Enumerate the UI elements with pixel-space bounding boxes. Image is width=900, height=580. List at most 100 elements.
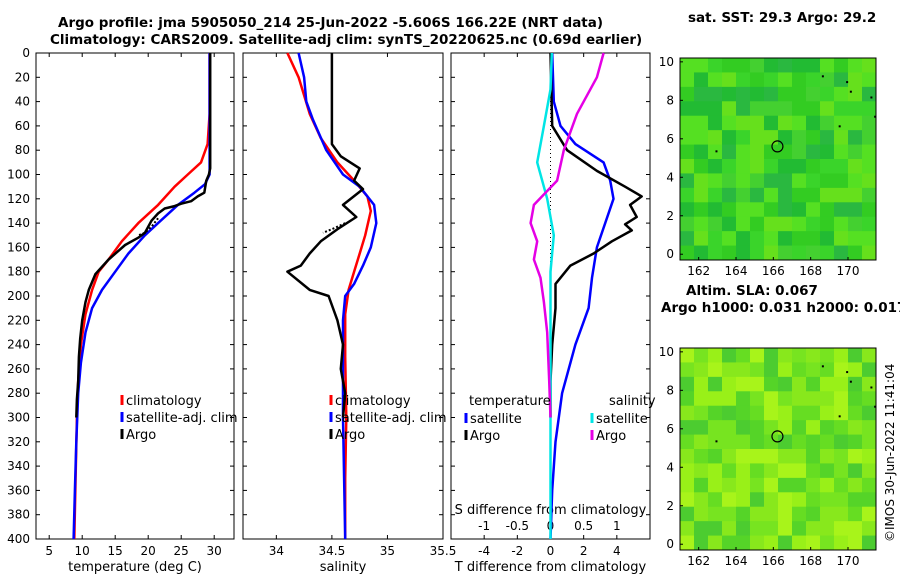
map-cell — [722, 391, 737, 407]
map-y-tick-label: 6 — [666, 132, 674, 146]
map-cell — [736, 86, 751, 102]
map-cell — [694, 449, 709, 465]
map-cell — [834, 115, 849, 131]
y-tick-label: 300 — [7, 411, 30, 425]
map-cell — [778, 434, 793, 450]
map-cell — [722, 492, 737, 508]
map-cell — [806, 434, 821, 450]
map-y-tick-label: 10 — [659, 345, 674, 359]
map-cell — [848, 391, 863, 407]
map-cell — [820, 449, 835, 465]
map-cell — [764, 101, 779, 117]
map-cell — [862, 362, 876, 378]
difference-profile-series-s-argo — [529, 52, 605, 418]
legend-label: Argo — [596, 429, 626, 444]
map-cell — [778, 506, 793, 522]
map-cell — [708, 144, 723, 160]
map-cell — [862, 144, 876, 160]
island-marker — [846, 81, 849, 84]
map-cell — [694, 535, 709, 550]
map-cell — [806, 130, 821, 146]
map-cell — [820, 144, 835, 160]
x2-tick-label: 0.5 — [574, 519, 593, 533]
map-cell — [862, 231, 876, 247]
island-marker — [838, 415, 841, 418]
map-cell — [820, 434, 835, 450]
island-marker — [715, 440, 718, 443]
map-cell — [848, 130, 863, 146]
map-cell — [820, 202, 835, 218]
map-cell — [792, 86, 807, 102]
difference-profile-xlabel: T difference from climatology — [454, 560, 647, 575]
map-cell — [806, 144, 821, 160]
map-cell — [848, 506, 863, 522]
map-cell — [778, 101, 793, 117]
map-cell — [736, 72, 751, 88]
y-tick-label: 360 — [7, 483, 30, 497]
map-cell — [680, 420, 695, 436]
map-cell — [750, 187, 765, 203]
map-cell — [722, 434, 737, 450]
map-cell — [680, 521, 695, 537]
map-cell — [680, 187, 695, 203]
map-cell — [722, 245, 737, 260]
map-cell — [680, 405, 695, 421]
sla-map-frame — [679, 347, 877, 551]
map-cell — [820, 492, 835, 508]
map-cell — [820, 86, 835, 102]
map-cell — [750, 521, 765, 537]
map-cell — [764, 58, 779, 74]
map-cell — [750, 58, 765, 74]
map-cell — [694, 477, 709, 493]
map-cell — [750, 405, 765, 421]
map-y-tick-label: 4 — [666, 170, 674, 184]
map-cell — [680, 72, 695, 88]
map-y-tick-label: 8 — [666, 93, 674, 107]
map-cell — [736, 231, 751, 247]
map-cell — [862, 159, 876, 175]
map-cell — [736, 477, 751, 493]
map-cell — [694, 521, 709, 537]
map-cell — [848, 231, 863, 247]
map-cell — [750, 391, 765, 407]
map-cell — [792, 449, 807, 465]
map-cell — [806, 535, 821, 550]
map-cell — [722, 405, 737, 421]
map-cell — [680, 434, 695, 450]
map-cell — [862, 391, 876, 407]
map-cell — [736, 492, 751, 508]
legend-group-title: salinity — [609, 394, 656, 409]
map-cell — [778, 58, 793, 74]
sst-map-field — [680, 58, 876, 260]
x-tick-label: 2 — [580, 544, 588, 558]
map-cell — [764, 348, 779, 364]
map-cell — [848, 434, 863, 450]
map-cell — [680, 130, 695, 146]
island-marker — [874, 115, 877, 118]
map-cell — [862, 58, 876, 74]
x-tick-label: 5 — [45, 544, 53, 558]
island-marker — [821, 365, 824, 368]
map-cell — [750, 202, 765, 218]
map-cell — [778, 202, 793, 218]
map-cell — [792, 72, 807, 88]
map-cell — [736, 434, 751, 450]
map-cell — [680, 86, 695, 102]
map-cell — [764, 434, 779, 450]
legend-label: climatology — [335, 394, 411, 409]
map-cell — [862, 477, 876, 493]
map-cell — [680, 115, 695, 131]
map-cell — [792, 492, 807, 508]
map-cell — [792, 506, 807, 522]
map-cell — [680, 245, 695, 260]
map-cell — [792, 362, 807, 378]
map-cell — [834, 187, 849, 203]
map-cell — [694, 144, 709, 160]
map-cell — [778, 463, 793, 479]
map-cell — [708, 477, 723, 493]
map-cell — [820, 362, 835, 378]
map-cell — [792, 130, 807, 146]
map-cell — [708, 535, 723, 550]
map-cell — [736, 216, 751, 232]
map-cell — [736, 535, 751, 550]
